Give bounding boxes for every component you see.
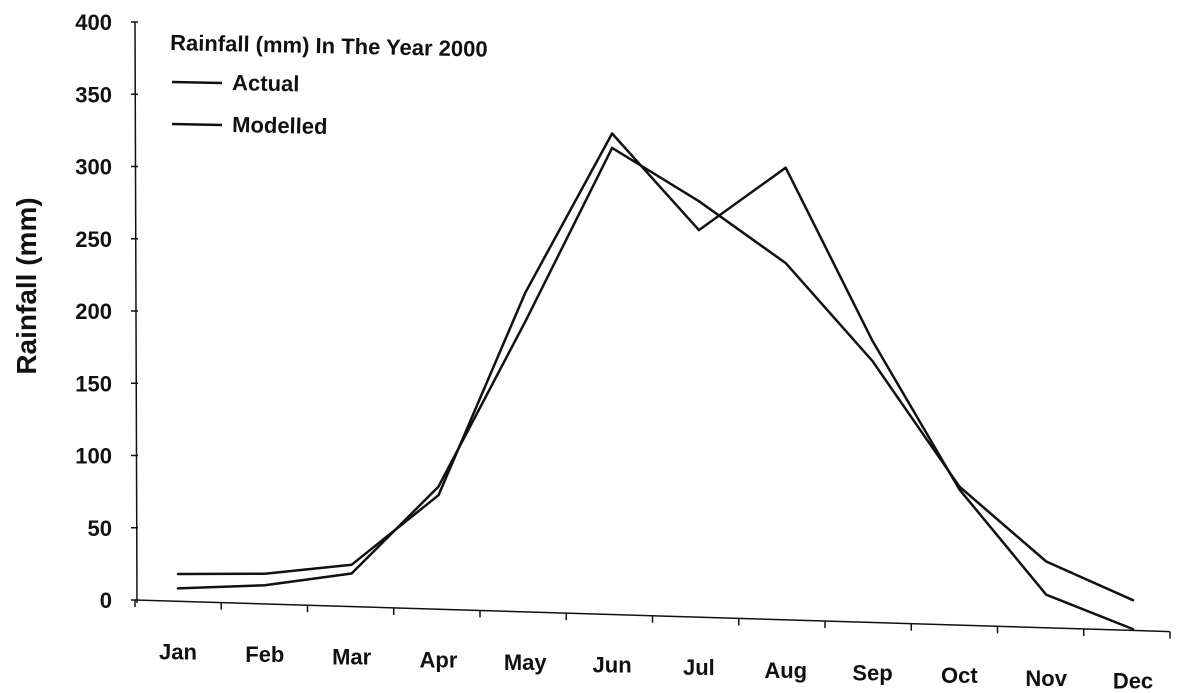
y-axis: 0 50 100 150 200 250 300 350 400 xyxy=(75,10,138,613)
legend-label: Modelled xyxy=(232,112,328,139)
x-tick-label: Nov xyxy=(1025,666,1067,691)
legend-swatch xyxy=(171,122,223,127)
x-tick-label: Sep xyxy=(852,660,892,685)
y-tick-label: 350 xyxy=(75,82,112,107)
y-tick-label: 150 xyxy=(75,371,112,396)
y-tick-label: 300 xyxy=(75,155,112,180)
y-tick-label: 50 xyxy=(88,516,112,541)
x-axis: Jan Feb Mar Apr May Jun Jul Aug Sep Oct Nov Dec xyxy=(134,599,1171,693)
chart-title: Rainfall (mm) In The Year 2000 xyxy=(170,30,488,62)
legend-swatch xyxy=(171,80,223,85)
legend: Actual Modelled xyxy=(171,70,328,139)
y-axis-line xyxy=(134,21,138,604)
y-axis-label: Rainfall (mm) xyxy=(11,197,42,374)
x-tick-label: Apr xyxy=(420,647,458,672)
x-tick-label: Dec xyxy=(1113,668,1153,693)
x-tick-label: Feb xyxy=(245,642,284,667)
y-tick-label: 100 xyxy=(75,444,112,469)
y-tick-label: 200 xyxy=(75,299,112,324)
x-tick-label: May xyxy=(504,650,548,675)
x-tick-label: Jan xyxy=(159,639,197,664)
legend-label: Actual xyxy=(232,70,300,96)
series-line-modelled xyxy=(176,146,1135,602)
x-tick-label: Mar xyxy=(332,645,372,670)
x-tick-label: Oct xyxy=(941,663,978,688)
x-tick-label: Aug xyxy=(764,658,807,683)
series-lines xyxy=(176,132,1135,631)
y-tick-label: 250 xyxy=(75,227,112,252)
y-tick-label: 400 xyxy=(75,10,112,35)
x-tick-label: Jul xyxy=(683,655,715,680)
series-line-actual xyxy=(176,132,1135,631)
x-tick-label: Jun xyxy=(593,653,632,678)
y-tick-label: 0 xyxy=(100,588,112,613)
